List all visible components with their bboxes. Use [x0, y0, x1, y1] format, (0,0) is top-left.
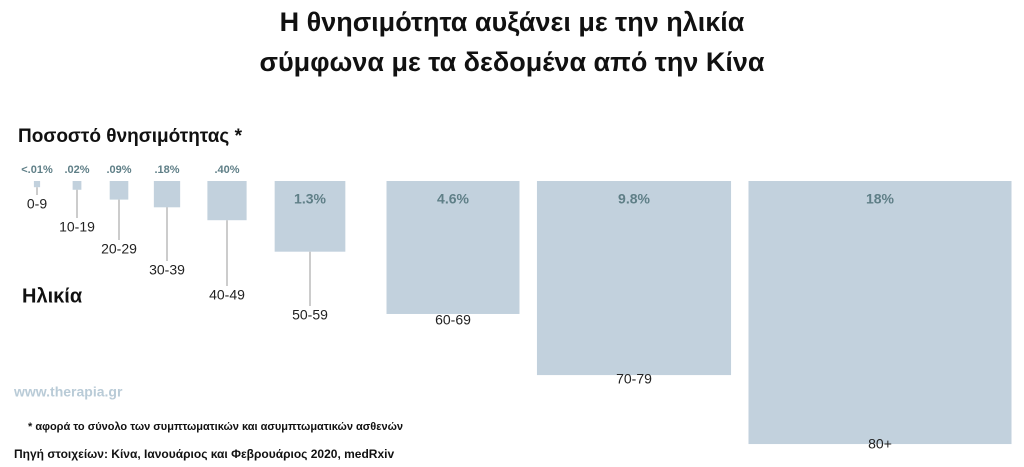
category-label: 40-49 [209, 287, 245, 303]
watermark: www.therapia.gr [13, 384, 123, 400]
value-label: .02% [64, 164, 89, 176]
value-axis-label: Ποσοστό θνησιμότητας * [18, 126, 243, 147]
category-label: 50-59 [292, 307, 328, 323]
category-label: 70-79 [616, 371, 652, 387]
chart-title: σύμφωνα με τα δεδομένα από την Κίνα [260, 47, 765, 77]
category-label: 60-69 [435, 312, 471, 328]
square [536, 181, 732, 376]
square [386, 181, 520, 314]
square [748, 181, 1012, 445]
square [109, 181, 129, 200]
category-axis-label: Ηλικία [22, 285, 83, 307]
category-label: 0-9 [27, 196, 47, 212]
value-label: <.01% [21, 164, 53, 176]
value-label: .18% [154, 164, 179, 176]
square [33, 181, 41, 188]
value-label: .40% [214, 164, 239, 176]
category-label: 20-29 [101, 241, 137, 257]
square [72, 181, 82, 190]
footnote: * αφορά το σύνολο των συμπτωματικών και … [28, 421, 403, 433]
value-label: 1.3% [294, 191, 326, 207]
category-label: 30-39 [149, 262, 185, 278]
value-label: 18% [866, 191, 895, 207]
value-label: .09% [106, 164, 131, 176]
square [274, 181, 346, 252]
value-label: 9.8% [618, 191, 650, 207]
category-label: 80+ [868, 436, 892, 452]
chart-title: Η θνησιμότητα αυξάνει με την ηλικία [280, 7, 745, 37]
source: Πηγή στοιχείων: Κίνα, Ιανουάριος και Φεβ… [14, 447, 394, 461]
category-label: 10-19 [59, 219, 95, 235]
square [207, 181, 247, 221]
square [153, 181, 181, 208]
value-label: 4.6% [437, 191, 469, 207]
